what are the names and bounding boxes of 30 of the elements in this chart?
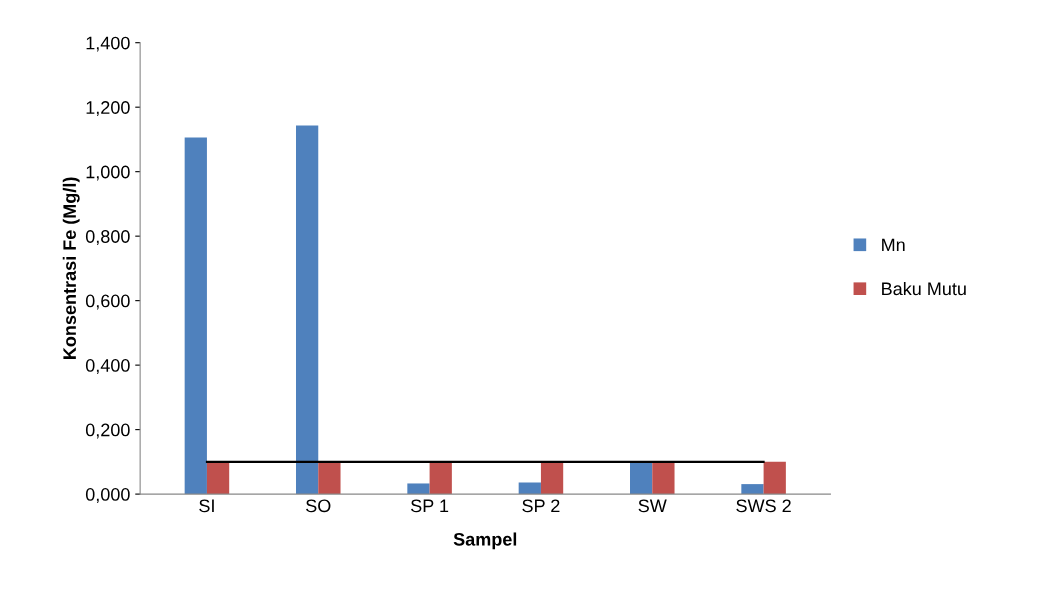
x-axis-title: Sampel [453,532,517,550]
x-tick-label: SI [199,499,214,513]
x-tick-label: SO [306,499,331,513]
bar [763,461,786,495]
y-tick-label: 0,000 [85,488,130,503]
bar [741,484,764,495]
x-tick-label: SP 2 [522,499,560,513]
bar [206,461,230,495]
y-tick-label: 1,000 [86,165,130,181]
legend-label: Baku Mutu [882,281,966,296]
bar [630,461,653,495]
bar [318,461,341,495]
y-tick-label: 0,200 [85,423,130,439]
x-tick-label: SWS 2 [736,499,791,513]
bar [540,461,564,495]
y-tick-label: 0,600 [85,294,130,310]
bar [407,483,430,495]
y-tick-label: 0,400 [85,359,130,374]
legend-label: Mn [882,238,905,252]
y-tick-label: 0,800 [85,230,130,246]
y-tick-label: 1,200 [86,101,130,117]
bar [518,482,541,495]
x-tick-label: SP 1 [411,499,449,513]
bar [296,125,319,495]
bar [429,461,452,495]
bar [184,137,207,495]
y-axis-title: Konsentrasi Fe (Mg/l) [62,177,80,359]
x-tick-label: SW [638,499,667,513]
y-tick-label: 1,400 [86,36,130,52]
bar [652,461,675,495]
